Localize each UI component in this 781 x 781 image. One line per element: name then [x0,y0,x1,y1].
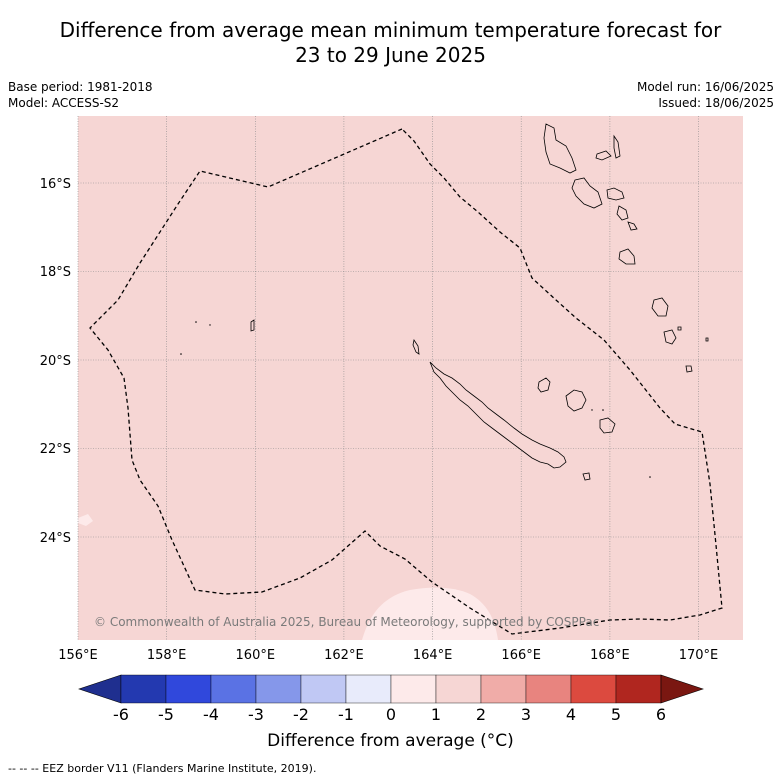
lat-label: 22°S [40,442,71,457]
reef-dot [591,409,593,411]
graticule [77,116,743,640]
anomaly-patch-light [362,587,498,640]
colorbar-segment [120,674,167,704]
colorbar-segment [570,674,617,704]
colorbar-segment [210,674,257,704]
map-area [77,116,743,640]
footnote: -- -- -- EEZ border V11 (Flanders Marine… [8,762,317,775]
colorbar-segment [300,674,347,704]
copyright-text: © Commonwealth of Australia 2025, Bureau… [94,615,599,629]
colorbar-extend-high [660,674,704,704]
aneityum-island [685,365,693,373]
longitude-labels: 156°E 158°E 160°E 162°E 164°E 166°E 168°… [58,648,718,663]
lon-label: 166°E [501,648,541,663]
tanna-island [663,329,677,345]
lat-label: 24°S [40,531,71,546]
lon-label: 158°E [147,648,187,663]
colorbar-label: Difference from average (°C) [267,731,514,751]
mare-island [599,417,616,434]
reef-dot [602,409,604,411]
colorbar-tick-label: 5 [611,705,621,724]
lat-label: 20°S [40,354,71,369]
emae-island [627,221,638,231]
title-line-2: 23 to 29 June 2025 [295,43,486,67]
lon-label: 162°E [324,648,364,663]
latitude-labels: 16°S 18°S 20°S 22°S 24°S [40,177,71,546]
lon-label: 160°E [236,648,276,663]
colorbar [78,674,704,704]
anomaly-patch-small [78,514,93,526]
model-run: Model run: 16/06/2025 [636,80,774,94]
colorbar-tick-label: 1 [431,705,441,724]
colorbar-extend-low [78,674,122,704]
colorbar-segment [615,674,662,704]
colorbar-tick-label: -6 [113,705,129,724]
colorbar-segment [390,674,437,704]
belep-islands [412,338,420,355]
colorbar-segment [525,674,572,704]
issued-date: Issued: 18/06/2025 [658,96,774,110]
lifou-island [565,389,587,412]
colorbar-segment [255,674,302,704]
colorbar-segment [480,674,527,704]
lon-label: 170°E [679,648,719,663]
colorbar-tick-label: -4 [203,705,219,724]
shepherd-islands [616,205,629,221]
meta-right: Model run: 16/06/2025 Issued: 18/06/2025 [637,79,774,111]
base-period: Base period: 1981-2018 [8,80,153,94]
aniwa-island [677,326,682,331]
lon-label: 164°E [413,648,453,663]
efate-island [618,248,636,265]
lat-label: 16°S [40,177,71,192]
isle-of-pines [582,472,591,481]
colorbar-tick-label: 6 [656,705,666,724]
lat-label: 18°S [40,265,71,280]
reef-dot [180,353,182,355]
map-background [78,116,743,640]
lon-label: 156°E [58,648,98,663]
ambae-island [595,150,612,161]
malekula-island [571,177,603,209]
erromango-island [651,297,669,317]
chesterfield-reef [250,319,255,332]
maewo-island [613,134,621,159]
colorbar-tick-label: 0 [386,705,396,724]
reef-dot [649,476,651,478]
colorbar-ticks: -6 -5 -4 -3 -2 -1 0 1 2 3 4 5 6 [113,705,666,724]
colorbar-tick-label: -2 [293,705,309,724]
colorbar-segment [435,674,482,704]
model-name: Model: ACCESS-S2 [8,96,120,110]
colorbar-tick-label: -1 [338,705,354,724]
ouvea-island [537,377,551,393]
title-line-1: Difference from average mean minimum tem… [59,18,722,42]
reef-dot [195,321,197,323]
colorbar-segment [345,674,392,704]
colorbar-tick-label: -5 [158,705,174,724]
colorbar-segment [165,674,212,704]
meta-left: Base period: 1981-2018 Model: ACCESS-S2 [8,79,153,111]
colorbar-tick-label: 4 [566,705,576,724]
new-caledonia-island [429,361,567,469]
colorbar-tick-label: 2 [476,705,486,724]
reef-dot [209,324,211,326]
eez-border [89,128,723,635]
espiritu-santo-island [543,123,577,174]
epi-island [606,187,625,201]
futuna-island [705,337,709,342]
colorbar-tick-label: -3 [248,705,264,724]
map-title: Difference from average mean minimum tem… [0,18,781,68]
colorbar-tick-label: 3 [521,705,531,724]
lon-label: 168°E [590,648,630,663]
